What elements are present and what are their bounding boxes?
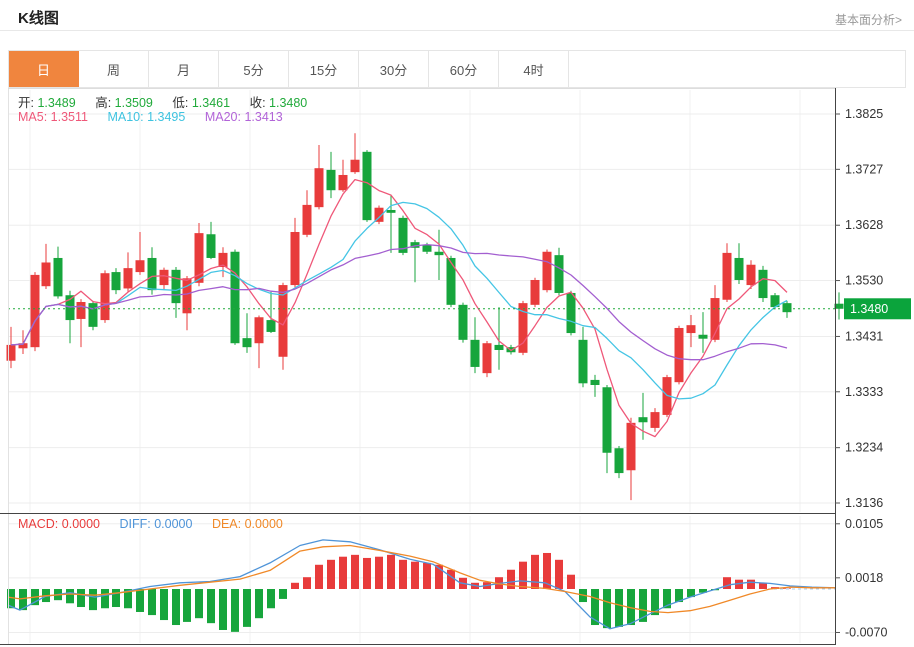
- open-value: 开: 1.3489: [18, 96, 76, 110]
- svg-text:1.3431: 1.3431: [845, 329, 883, 343]
- page-title: K线图: [18, 10, 59, 27]
- close-value: 收: 1.3480: [249, 96, 308, 110]
- tab-5分[interactable]: 5分: [219, 51, 289, 87]
- svg-text:1.3136: 1.3136: [845, 496, 883, 510]
- svg-text:-0.0070: -0.0070: [845, 625, 887, 639]
- svg-text:0.0018: 0.0018: [845, 571, 883, 585]
- tab-周[interactable]: 周: [79, 51, 149, 87]
- high-value: 高: 1.3509: [95, 96, 153, 110]
- diff-value: DIFF: 0.0000: [119, 517, 193, 531]
- svg-text:1.3234: 1.3234: [845, 441, 883, 455]
- tab-bar-filler: [569, 51, 905, 87]
- ma10-value: MA10: 1.3495: [107, 110, 186, 124]
- dea-value: DEA: 0.0000: [211, 517, 283, 531]
- tab-月[interactable]: 月: [149, 51, 219, 87]
- svg-text:1.3333: 1.3333: [845, 385, 883, 399]
- tab-4时[interactable]: 4时: [499, 51, 569, 87]
- svg-text:1.3825: 1.3825: [845, 107, 883, 121]
- fundamental-analysis-link[interactable]: 基本面分析>: [834, 13, 902, 27]
- svg-text:1.3628: 1.3628: [845, 218, 883, 232]
- ohlc-row: 开: 1.3489 高: 1.3509 低: 1.3461 收: 1.3480: [18, 92, 323, 111]
- ma-row: MA5: 1.3511 MA10: 1.3495 MA20: 1.3413: [18, 110, 299, 124]
- svg-text:0.0105: 0.0105: [845, 517, 883, 531]
- low-value: 低: 1.3461: [172, 96, 231, 110]
- tab-日[interactable]: 日: [9, 51, 79, 87]
- tab-30分[interactable]: 30分: [359, 51, 429, 87]
- tab-15分[interactable]: 15分: [289, 51, 359, 87]
- ma5-value: MA5: 1.3511: [18, 110, 88, 124]
- header-divider: [0, 30, 914, 31]
- svg-text:1.3480: 1.3480: [850, 302, 888, 316]
- macd-row: MACD: 0.0000 DIFF: 0.0000 DEA: 0.0000: [18, 517, 299, 531]
- period-tab-bar: 日周月 5分 15分 30分 60分 4时: [8, 50, 906, 88]
- svg-text:1.3727: 1.3727: [845, 162, 883, 176]
- tab-60分[interactable]: 60分: [429, 51, 499, 87]
- svg-text:1.3530: 1.3530: [845, 274, 883, 288]
- kline-chart[interactable]: 1.3825 1.3727 1.3628 1.3530 1.3431 1.3333 1.32…: [0, 88, 914, 647]
- macd-value: MACD: 0.0000: [18, 517, 100, 531]
- ma20-value: MA20: 1.3413: [204, 110, 283, 124]
